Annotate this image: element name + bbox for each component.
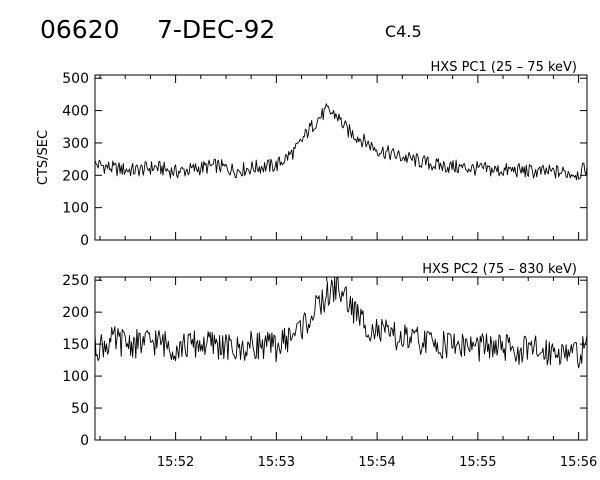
y-tick-label: 500	[62, 71, 89, 87]
y-axis-label: CTS/SEC	[36, 130, 51, 185]
y-tick-label: 0	[80, 433, 89, 449]
y-tick-label: 100	[62, 369, 89, 385]
y-tick-label: 0	[80, 233, 89, 249]
panel-pc1: HXS PC1 (25 – 75 keV) CTS/SEC 0 100 200 300 40…	[36, 60, 588, 249]
y-tick-label: 200	[62, 168, 89, 184]
x-tick-label: 15:55	[459, 455, 496, 470]
panel-pc2: HXS PC2 (75 – 830 keV) 0 50 100 150 200 250 15:…	[62, 262, 597, 470]
series-line	[94, 277, 588, 369]
plot-frame	[94, 74, 588, 241]
y-tick-label: 50	[71, 401, 89, 417]
panel-title: HXS PC1 (25 – 75 keV)	[431, 60, 577, 75]
y-tick-label: 200	[62, 305, 89, 321]
x-tick-label: 15:53	[258, 455, 295, 470]
y-tick-label: 300	[62, 136, 89, 152]
x-tick-label: 15:56	[560, 455, 597, 470]
series-line	[94, 103, 588, 181]
event-date: 7-DEC-92	[157, 15, 276, 44]
plot-frame	[94, 276, 588, 441]
panel-title: HXS PC2 (75 – 830 keV)	[422, 262, 577, 277]
event-id: 06620	[40, 15, 120, 44]
goes-class: C4.5	[385, 22, 422, 41]
y-tick-label: 150	[62, 337, 89, 353]
y-tick-label: 400	[62, 104, 89, 120]
x-tick-label: 15:52	[157, 455, 194, 470]
x-tick-label: 15:54	[358, 455, 395, 470]
y-tick-label: 100	[62, 201, 89, 217]
y-tick-label: 250	[62, 273, 89, 289]
